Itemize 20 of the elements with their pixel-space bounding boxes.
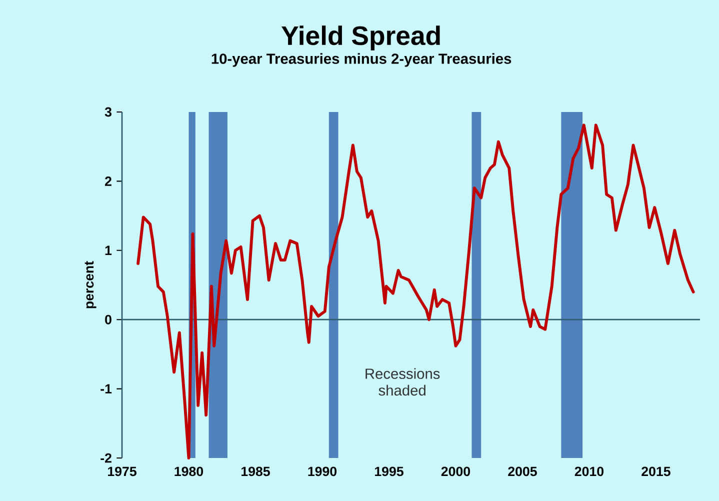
x-tick-label: 1975 [108, 466, 136, 476]
y-tick-label: 3 [104, 107, 112, 117]
line-series [136, 124, 695, 460]
chart-title: Yield Spread [282, 26, 440, 50]
x-tick-label: 1995 [374, 466, 404, 476]
x-tick-label: 1985 [241, 466, 270, 476]
x-tick-label: 2000 [441, 466, 470, 476]
x-tick-label: 2015 [642, 466, 670, 476]
annotation: Recessions shaded [366, 368, 440, 396]
x-tick-label: 2010 [574, 466, 604, 476]
x-tick-label: 2005 [508, 466, 537, 476]
x-tick-label: 1980 [174, 466, 204, 476]
y-tick-label: -1 [100, 384, 112, 394]
y-tick-label: 0 [105, 314, 112, 324]
y-tick-label: 1 [105, 246, 112, 255]
y-tick-label: -2 [100, 453, 112, 463]
x-tick-label: 1990 [308, 466, 337, 476]
chart-subtitle: 10-year Treasuries minus 2-year Treasuries [212, 53, 512, 67]
y-tick-label: 2 [105, 176, 112, 186]
y-axis-title: percent [84, 261, 96, 308]
